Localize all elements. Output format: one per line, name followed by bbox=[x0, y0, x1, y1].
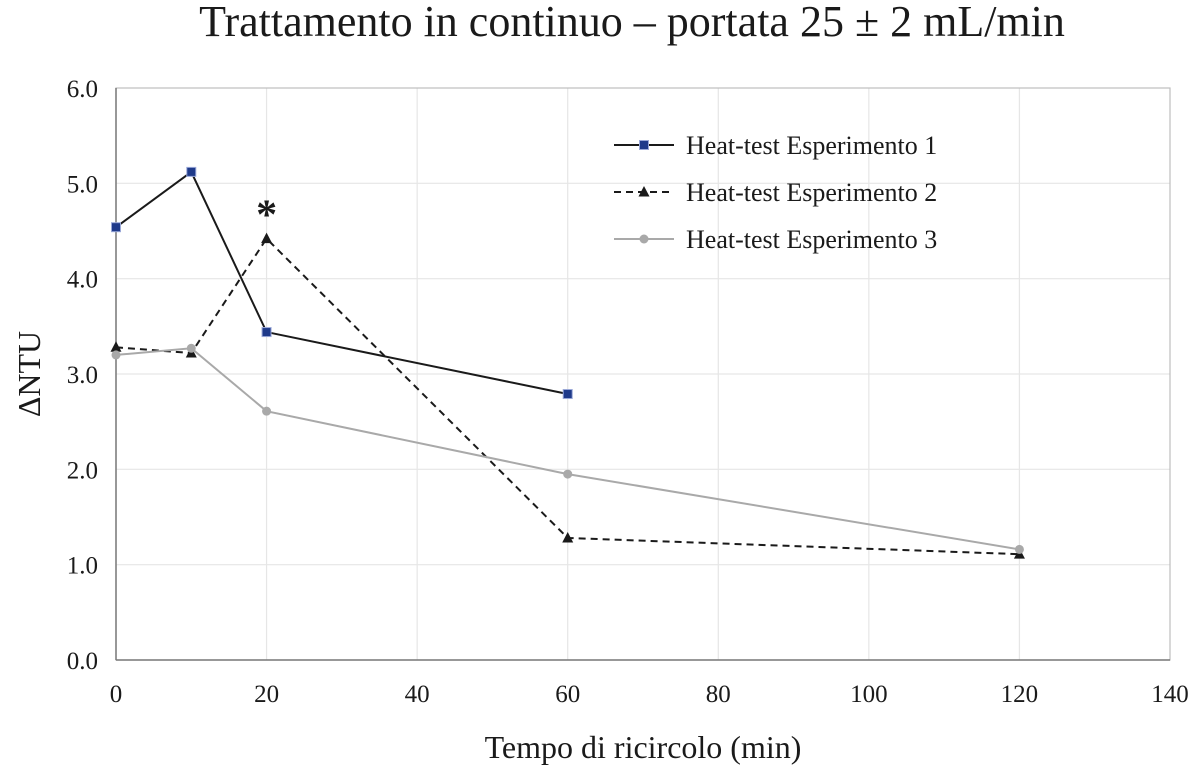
y-tick-label: 2.0 bbox=[67, 457, 98, 484]
x-tick-label: 40 bbox=[405, 681, 430, 708]
data-point bbox=[110, 341, 122, 352]
legend-marker bbox=[639, 234, 649, 244]
series-3 bbox=[111, 343, 1024, 554]
y-tick-label: 0.0 bbox=[67, 648, 98, 675]
y-tick-label: 1.0 bbox=[67, 553, 98, 580]
legend-label: Heat-test Esperimento 1 bbox=[686, 131, 937, 160]
y-tick-label: 5.0 bbox=[67, 171, 98, 198]
legend: Heat-test Esperimento 1 Heat-test Esperim… bbox=[614, 131, 937, 254]
data-point bbox=[262, 406, 272, 416]
legend-item: Heat-test Esperimento 3 bbox=[614, 225, 937, 254]
annotations: * bbox=[256, 193, 277, 239]
legend-item: Heat-test Esperimento 2 bbox=[614, 178, 937, 207]
series-1 bbox=[111, 166, 573, 400]
x-tick-label: 0 bbox=[110, 681, 123, 708]
data-point bbox=[186, 166, 197, 177]
x-tick-label: 120 bbox=[1001, 681, 1039, 708]
data-point bbox=[261, 327, 272, 338]
x-tick-label: 140 bbox=[1151, 681, 1189, 708]
y-axis-title: ΔNTU bbox=[11, 331, 47, 417]
x-tick-label: 80 bbox=[706, 681, 731, 708]
series-group bbox=[110, 166, 1025, 559]
legend-label: Heat-test Esperimento 2 bbox=[686, 178, 937, 207]
x-axis-title: Tempo di ricircolo (min) bbox=[485, 729, 802, 765]
y-tick-label: 3.0 bbox=[67, 362, 98, 389]
data-point bbox=[111, 350, 121, 360]
grid bbox=[116, 88, 1170, 660]
y-tick-label: 6.0 bbox=[67, 76, 98, 103]
series-line bbox=[115, 170, 568, 395]
legend-label: Heat-test Esperimento 3 bbox=[686, 225, 937, 254]
legend-marker bbox=[638, 186, 650, 197]
x-tick-label: 100 bbox=[850, 681, 888, 708]
data-point bbox=[111, 222, 121, 233]
data-point bbox=[261, 232, 273, 244]
x-tick-label: 60 bbox=[555, 681, 580, 708]
legend-item: Heat-test Esperimento 1 bbox=[614, 131, 937, 160]
data-point bbox=[186, 343, 196, 353]
x-tick-label: 20 bbox=[254, 681, 279, 708]
data-point bbox=[563, 469, 573, 479]
data-point bbox=[1014, 544, 1024, 554]
chart-title: Trattamento in continuo – portata 25 ± 2… bbox=[199, 0, 1065, 46]
data-point bbox=[562, 531, 574, 543]
data-point bbox=[562, 389, 573, 400]
annotation-asterisk: * bbox=[256, 193, 277, 239]
axes: 0 20 40 60 80 100 120 140 0.0 1.0 2.0 3.0 4.0 5.0 6.0 bbox=[67, 76, 1189, 708]
y-tick-label: 4.0 bbox=[67, 267, 98, 294]
legend-marker bbox=[639, 140, 649, 150]
